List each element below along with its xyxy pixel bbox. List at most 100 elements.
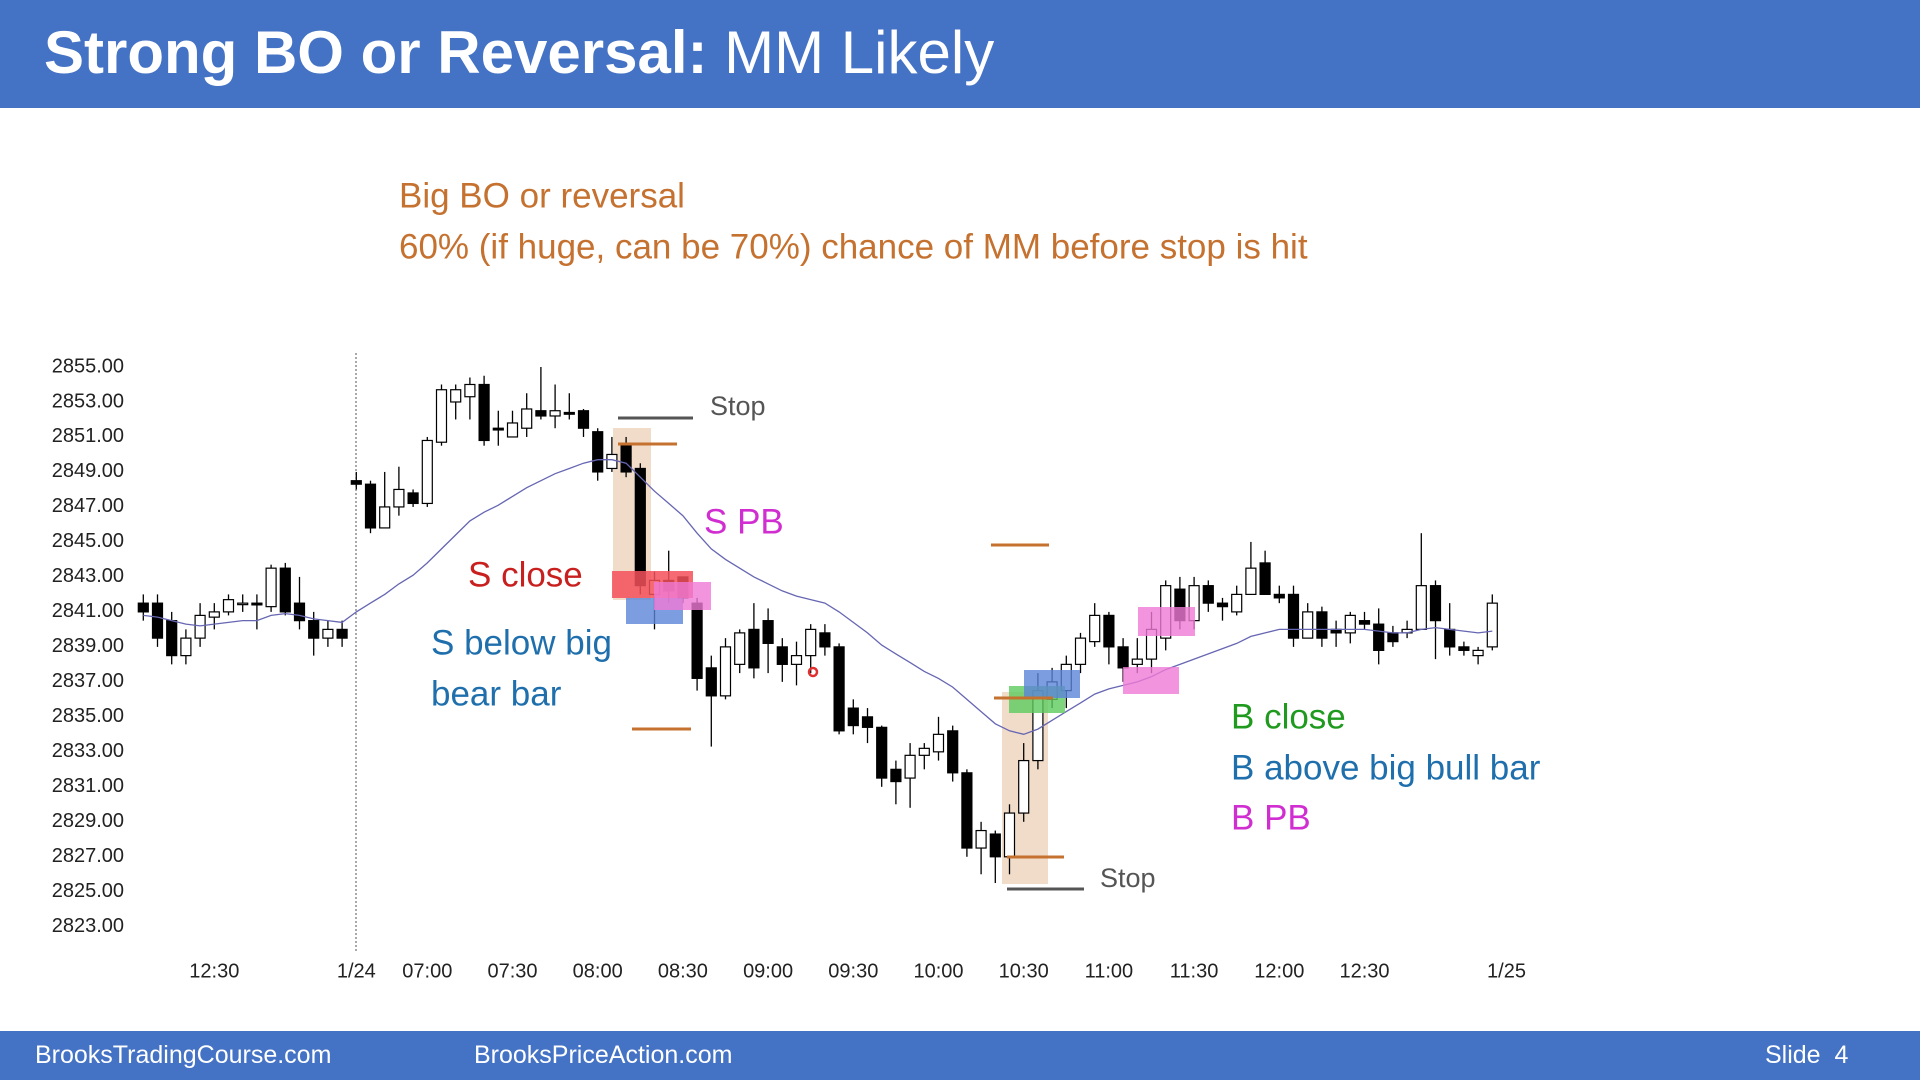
- candle-body: [975, 829, 987, 849]
- x-tick-label: 11:00: [1085, 960, 1134, 982]
- candle-body: [719, 646, 732, 697]
- candle-body: [166, 620, 178, 657]
- candle-body: [137, 602, 149, 613]
- candle-body: [208, 611, 220, 618]
- candle-body: [1131, 658, 1143, 665]
- candle-body: [1302, 611, 1314, 639]
- candle-body: [620, 445, 632, 473]
- candle-body: [1231, 593, 1243, 613]
- x-tick-label: 12:30: [189, 960, 239, 982]
- y-tick-label: 2845.00: [52, 530, 124, 552]
- candle-body: [1259, 562, 1271, 595]
- annotation: S close: [468, 555, 583, 594]
- candle-body: [393, 488, 405, 508]
- x-tick-label: 07:00: [402, 960, 452, 982]
- y-tick-label: 2823.00: [52, 915, 124, 937]
- candle-body: [308, 620, 320, 639]
- candle-body: [1074, 637, 1087, 665]
- entry-box: [1138, 607, 1195, 636]
- candle-body: [180, 637, 192, 657]
- candle-body: [535, 410, 547, 417]
- candle-body: [336, 628, 348, 639]
- candle-body: [1316, 611, 1328, 639]
- x-tick-label: 11:30: [1170, 960, 1219, 982]
- candle-body: [606, 453, 618, 470]
- cursor: [807, 666, 819, 678]
- subtitle: 60% (if huge, can be 70%) chance of MM b…: [399, 227, 1308, 266]
- candle-body: [1415, 585, 1427, 630]
- annotation: S PB: [704, 502, 784, 541]
- candle-body: [364, 483, 377, 529]
- annotation: bear bar: [431, 674, 562, 713]
- entry-box: [1123, 667, 1179, 694]
- candle-body: [1003, 812, 1016, 858]
- y-tick-label: 2829.00: [52, 810, 124, 832]
- entry-box: [1024, 670, 1080, 698]
- candle-body: [379, 506, 391, 529]
- candle-body: [1117, 646, 1129, 669]
- title-rest: MM Likely: [724, 19, 995, 86]
- y-tick-label: 2831.00: [52, 775, 124, 797]
- annotation: B close: [1231, 697, 1346, 736]
- candle-body: [506, 422, 519, 438]
- annotation: B above big bull bar: [1231, 748, 1541, 787]
- x-tick-label: 08:30: [658, 960, 708, 982]
- candle-body: [932, 733, 945, 753]
- candle-body: [222, 599, 235, 613]
- candle-body: [563, 411, 575, 415]
- candle-body: [1287, 593, 1300, 639]
- y-tick-label: 2841.00: [52, 600, 124, 622]
- candle-body: [1387, 632, 1399, 643]
- candle-body: [1373, 623, 1385, 651]
- x-tick-label: 07:30: [487, 960, 537, 982]
- candle-body: [251, 602, 263, 606]
- candle-body: [407, 492, 419, 505]
- candle-body: [450, 389, 462, 403]
- candle-body: [847, 707, 859, 727]
- candle-body: [918, 747, 930, 756]
- candle-body: [1245, 567, 1257, 595]
- y-tick-label: 2833.00: [52, 740, 124, 762]
- candle-body: [1103, 614, 1115, 648]
- candle-body: [237, 602, 249, 606]
- candle-body: [478, 383, 490, 442]
- y-tick-label: 2827.00: [52, 845, 124, 867]
- candle-body: [549, 410, 561, 417]
- candle-body: [705, 667, 717, 697]
- candle-body: [776, 646, 788, 665]
- candle-body: [1358, 620, 1371, 625]
- candle-body: [592, 431, 604, 473]
- y-tick-label: 2837.00: [52, 670, 124, 692]
- candle-body: [876, 726, 888, 779]
- slide-title: Strong BO or Reversal: MM Likely: [44, 18, 994, 87]
- candle-body: [265, 567, 277, 608]
- x-tick-label: 12:30: [1339, 960, 1389, 982]
- candle-body: [790, 655, 803, 665]
- x-tick-label: 09:00: [743, 960, 793, 982]
- entry-box: [654, 582, 711, 610]
- candle-body: [861, 716, 874, 728]
- y-tick-label: 2853.00: [52, 390, 124, 412]
- subtitle: Big BO or reversal: [399, 176, 685, 215]
- candle-body: [1089, 614, 1101, 643]
- candle-body: [805, 628, 817, 657]
- candle-body: [1273, 593, 1285, 599]
- candle-body: [1429, 585, 1442, 622]
- candle-body: [748, 628, 760, 669]
- y-tick-label: 2843.00: [52, 565, 124, 587]
- annotation: Stop: [1100, 863, 1156, 893]
- candle-body: [464, 383, 476, 398]
- title-bold: Strong BO or Reversal:: [44, 19, 708, 86]
- candle-body: [904, 754, 916, 779]
- footer-link: BrooksTradingCourse.com: [35, 1041, 332, 1069]
- y-tick-label: 2855.00: [52, 355, 124, 377]
- candle-body: [833, 646, 845, 732]
- candle-body: [890, 768, 902, 783]
- candle-body: [1458, 646, 1470, 651]
- y-tick-label: 2835.00: [52, 705, 124, 727]
- candle-body: [1018, 759, 1030, 814]
- candle-body: [1472, 649, 1484, 657]
- plot: [137, 366, 1498, 884]
- x-tick-label: 1/25: [1487, 960, 1526, 982]
